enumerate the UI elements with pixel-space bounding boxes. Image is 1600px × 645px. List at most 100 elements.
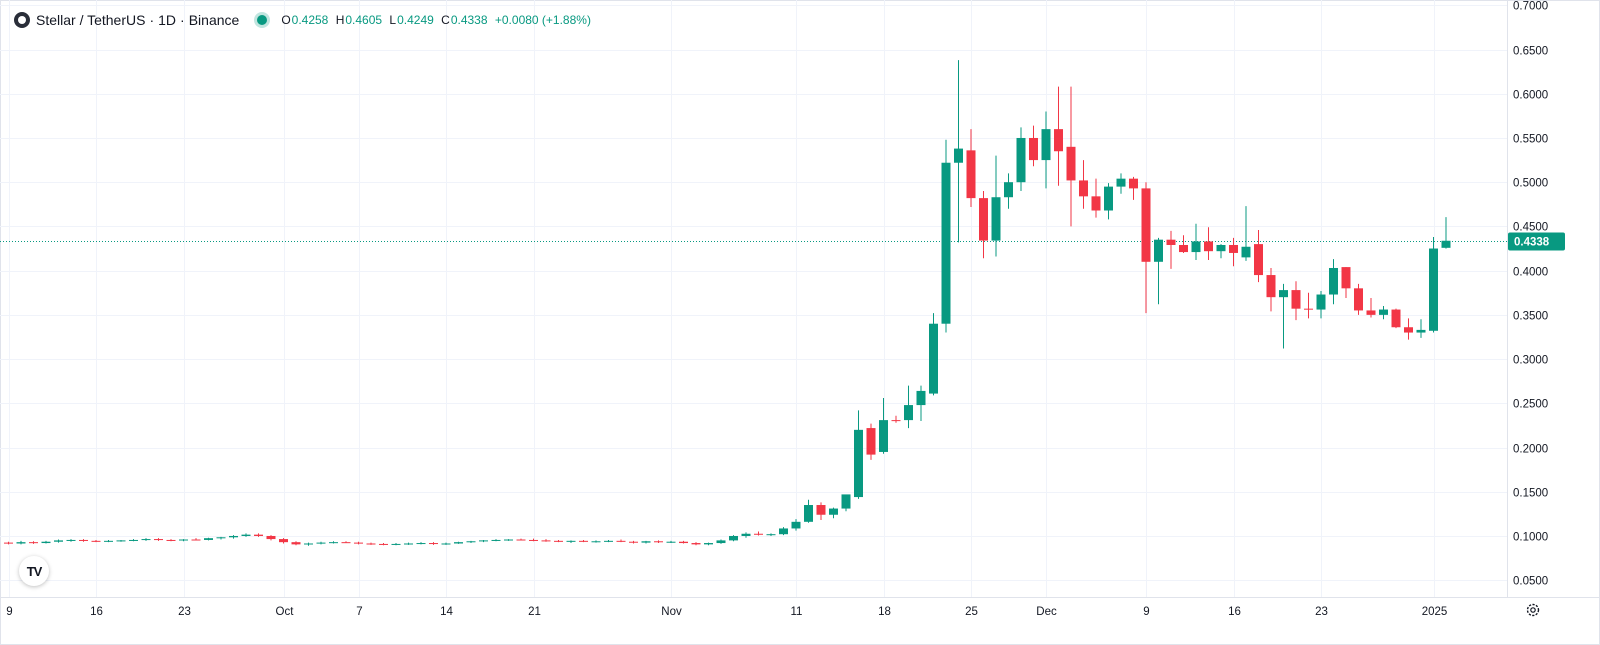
candle-body — [1354, 288, 1363, 311]
candle — [229, 535, 238, 539]
time-tick-label: 2025 — [1422, 606, 1448, 618]
open-value: 0.4258 — [291, 13, 329, 27]
price-axis[interactable]: 0.7000 0.6500 0.6000 0.5500 0.5000 0.4500 0.40… — [1513, 1, 1548, 588]
candle — [29, 541, 38, 544]
candle — [454, 541, 463, 544]
price-tick-label: 0.4500 — [1513, 222, 1548, 234]
candle-body — [4, 542, 13, 544]
candle — [1166, 230, 1176, 269]
candle — [1416, 319, 1426, 338]
close-key: C — [441, 13, 450, 27]
candle — [1016, 127, 1026, 192]
candle — [79, 539, 88, 542]
candle-body — [1304, 308, 1313, 310]
candle — [1329, 259, 1338, 305]
candle-body — [291, 542, 301, 545]
candle-body — [666, 541, 676, 543]
candle — [879, 398, 888, 454]
symbol-legend[interactable]: Stellar / TetherUS · 1D · Binance O0.425… — [14, 12, 595, 28]
time-tick-label: 7 — [356, 606, 362, 618]
candle-body — [854, 429, 863, 498]
candle — [729, 535, 738, 542]
time-axis[interactable]: 9 16 23 Oct 7 14 21 Nov 11 18 25 Dec 9 16 23 2025 — [6, 606, 1447, 618]
candle-body — [116, 540, 126, 542]
candle — [1104, 183, 1113, 220]
candle-body — [554, 540, 563, 542]
candle — [441, 542, 451, 545]
last-price-tag: 0.4338 — [1508, 232, 1565, 251]
price-tick-label: 0.1500 — [1513, 488, 1548, 500]
candle-body — [141, 539, 151, 541]
gear-icon[interactable] — [1524, 601, 1542, 619]
candle-body — [741, 533, 751, 536]
candle-body — [654, 541, 663, 543]
price-tick-label: 0.2000 — [1513, 444, 1548, 456]
candle — [166, 539, 176, 542]
price-tick-label: 0.3500 — [1513, 311, 1548, 323]
exchange-label[interactable]: Binance — [188, 12, 240, 28]
time-tick-label: 21 — [528, 606, 541, 618]
candle-body — [941, 162, 951, 324]
candle — [704, 542, 713, 546]
symbol-name[interactable]: Stellar / TetherUS — [36, 12, 146, 28]
close-value: 0.4338 — [450, 13, 488, 27]
candle — [191, 538, 201, 541]
candle-body — [679, 541, 688, 544]
time-tick-label: 9 — [1143, 606, 1149, 618]
candle-body — [229, 535, 238, 538]
candle-body — [891, 420, 901, 422]
candle-body — [329, 542, 338, 544]
candle-body — [41, 541, 51, 544]
change-value: +0.0080 (+1.88%) — [494, 13, 591, 27]
price-tick-label: 0.3000 — [1513, 355, 1548, 367]
candle — [1304, 292, 1313, 319]
candle-body — [1316, 294, 1326, 310]
candle-body — [29, 542, 38, 544]
candle — [241, 533, 251, 537]
candle — [829, 507, 838, 519]
separator-dot: · — [180, 12, 185, 28]
candle — [404, 542, 413, 545]
candle — [591, 540, 601, 543]
candle-body — [566, 540, 576, 542]
tradingview-logo-icon[interactable]: TV — [19, 556, 49, 586]
candle-body — [1254, 244, 1263, 276]
candle — [216, 536, 226, 540]
candle — [916, 385, 926, 421]
candle-body — [1079, 180, 1088, 197]
candle-body — [579, 540, 588, 542]
candle-body — [1416, 329, 1426, 333]
candle-body — [491, 539, 501, 541]
candle-body — [466, 541, 476, 543]
candle — [929, 313, 938, 396]
candle — [1341, 267, 1351, 299]
price-tick-label: 0.2500 — [1513, 399, 1548, 411]
time-tick-label: 23 — [1315, 606, 1328, 618]
candle — [491, 539, 501, 542]
candle-body — [866, 428, 876, 455]
candle — [754, 531, 763, 536]
candle-body — [516, 539, 526, 541]
candle-body — [204, 538, 213, 540]
price-tick-label: 0.6500 — [1513, 46, 1548, 58]
market-status-icon[interactable] — [257, 15, 268, 25]
candle-body — [304, 543, 313, 545]
candle-body — [1279, 290, 1288, 298]
candle — [566, 540, 576, 544]
candle — [1441, 217, 1451, 249]
candle-body — [91, 540, 101, 542]
candle-body — [1441, 240, 1451, 248]
candle — [1366, 298, 1376, 318]
last-price-tag-text: 0.4338 — [1514, 237, 1550, 249]
high-value: 0.4605 — [345, 13, 383, 27]
candle-body — [1191, 241, 1201, 253]
interval-label[interactable]: 1D — [158, 12, 177, 28]
grid-lines — [0, 0, 1507, 597]
candle-body — [1054, 129, 1063, 152]
candle — [791, 519, 801, 531]
candle-body — [1129, 178, 1138, 189]
candle — [616, 539, 626, 543]
candle-body — [829, 508, 838, 515]
candle — [1191, 223, 1201, 261]
